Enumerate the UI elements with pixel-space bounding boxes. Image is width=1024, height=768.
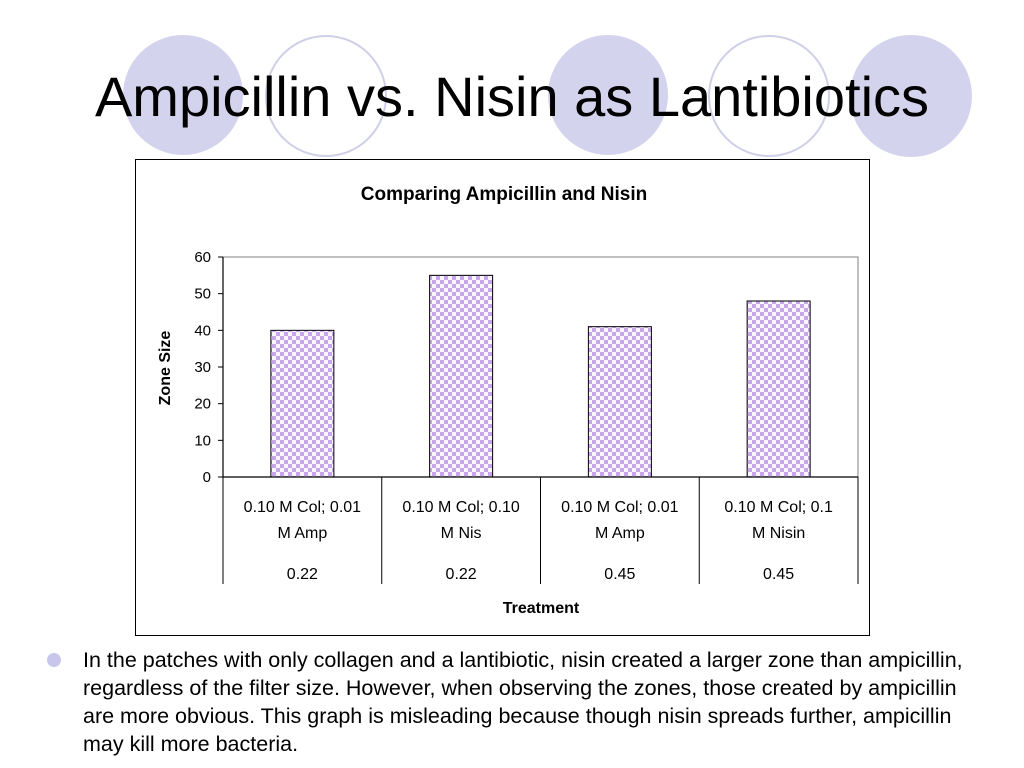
category-label: 0.10 M Col; 0.1	[724, 499, 833, 516]
group-label: 0.22	[287, 566, 318, 583]
chart-frame: Comparing Ampicillin and Nisin Zone Size…	[135, 159, 870, 636]
bar	[429, 274, 494, 478]
category-label: 0.10 M Col; 0.10	[402, 499, 520, 516]
chart-title: Comparing Ampicillin and Nisin	[361, 184, 647, 205]
decor-circle-1	[123, 35, 243, 155]
decor-ring-2	[708, 35, 830, 157]
bars	[270, 274, 811, 478]
y-axis-label: Zone Size	[157, 331, 174, 406]
category-label: 0.10 M Col; 0.01	[561, 499, 679, 516]
bullet-text: In the patches with only collagen and a …	[83, 648, 963, 756]
slide-title: Ampicillin vs. Nisin as Lantibiotics	[94, 65, 930, 128]
group-label: 0.45	[763, 566, 794, 583]
y-tick-label: 10	[194, 432, 211, 449]
group-label: 0.22	[446, 566, 477, 583]
bullet-icon	[47, 653, 61, 667]
category-label: 0.10 M Col; 0.01	[244, 499, 362, 516]
bar	[587, 326, 652, 478]
y-tick-label: 50	[194, 286, 211, 303]
x-axis-label: Treatment	[503, 600, 580, 617]
category-label: M Nis	[441, 525, 482, 542]
y-axis: 0 10 20 30 40 50 60	[194, 249, 224, 486]
y-tick-label: 40	[194, 322, 211, 339]
decor-circle-2	[548, 35, 668, 155]
bar-chart: Comparing Ampicillin and Nisin Zone Size…	[157, 184, 859, 617]
group-label: 0.45	[604, 566, 635, 583]
decor-circle-3	[850, 35, 972, 157]
category-label: M Amp	[595, 525, 645, 542]
category-label: M Amp	[277, 525, 327, 542]
y-tick-label: 60	[194, 249, 211, 266]
x-axis: 0.10 M Col; 0.01 M Amp 0.22 0.10 M Col; 0.1…	[222, 476, 859, 584]
y-tick-label: 0	[203, 469, 211, 486]
y-tick-label: 20	[194, 396, 211, 413]
y-tick-label: 30	[194, 359, 211, 376]
category-label: M Nisin	[752, 525, 805, 542]
bar	[270, 329, 335, 478]
decor-ring-1	[265, 35, 387, 157]
bar	[746, 300, 811, 478]
